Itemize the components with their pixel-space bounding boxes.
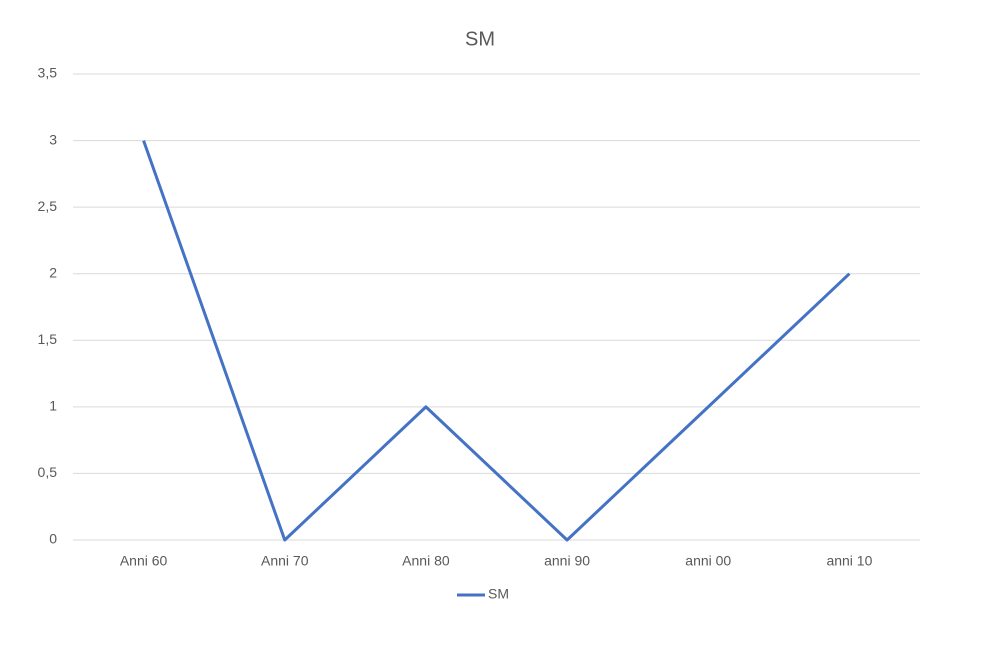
- y-tick-label: 3: [49, 131, 57, 147]
- y-tick-label: 0: [49, 531, 57, 547]
- chart-title: SM: [465, 28, 495, 50]
- y-tick-label: 1: [49, 398, 57, 414]
- y-tick-label: 0,5: [38, 464, 58, 480]
- series-line: [142, 140, 851, 542]
- x-tick-label: Anni 70: [261, 553, 309, 569]
- x-tick-label: Anni 60: [120, 553, 168, 569]
- y-tick-label: 3,5: [38, 65, 58, 81]
- x-tick-label: anni 10: [826, 553, 872, 569]
- x-tick-label: anni 00: [685, 553, 731, 569]
- y-tick-label: 1,5: [38, 331, 58, 347]
- y-tick-label: 2,5: [38, 198, 58, 214]
- y-tick-label: 2: [49, 264, 57, 280]
- x-tick-label: Anni 80: [402, 553, 450, 569]
- legend-label: SM: [488, 586, 509, 602]
- x-tick-label: anni 90: [544, 553, 590, 569]
